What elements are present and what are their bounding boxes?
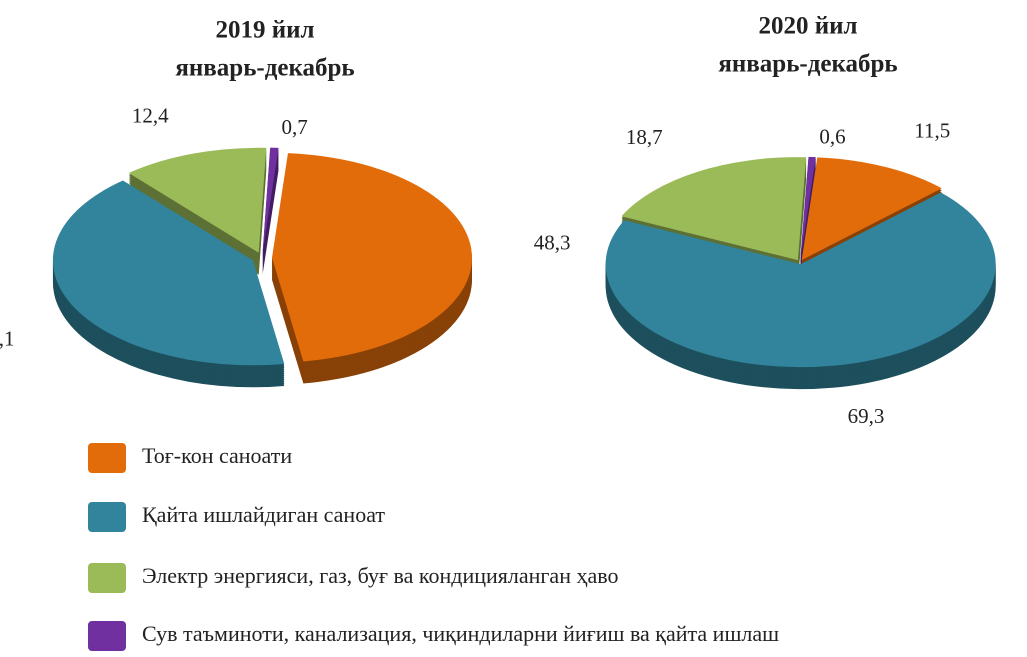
- data-label: 69,3: [848, 404, 885, 428]
- pie-slice: [605, 192, 996, 368]
- legend-swatch: [88, 502, 126, 532]
- pie-slice-side: [262, 163, 279, 269]
- chart-title: 2020 йил: [758, 13, 857, 40]
- data-label: 48,3: [534, 230, 571, 254]
- pie-slice-side: [800, 160, 816, 264]
- legend-label: Тоғ-кон саноати: [142, 443, 292, 468]
- chart-subtitle: январь-декабрь: [175, 55, 354, 82]
- data-label: 11,5: [914, 119, 950, 143]
- legend-label: Қайта ишлайдиган саноат: [142, 502, 385, 527]
- legend-swatch: [88, 621, 126, 651]
- chart-title: 2019 йил: [215, 17, 314, 44]
- legend-label: Сув таъминоти, канализация, чиқиндиларни…: [142, 621, 779, 646]
- pie-slice: [128, 147, 267, 253]
- pie-slice-side: [262, 159, 279, 265]
- pie-slice-side: [262, 161, 279, 267]
- pie-slice: [52, 180, 285, 366]
- pie-slice-side: [800, 162, 816, 266]
- pie-slice-side: [262, 155, 279, 261]
- pie-slice: [262, 147, 279, 253]
- pie-slice-side: [262, 165, 279, 271]
- pie-slice: [271, 153, 472, 362]
- data-label: 0,7: [282, 115, 308, 139]
- legend-swatch: [88, 563, 126, 593]
- pie-slice-side: [262, 151, 279, 257]
- data-label: 43,1: [0, 326, 15, 350]
- pie-slice-side: [800, 164, 816, 268]
- chart-subtitle: январь-декабрь: [718, 51, 897, 78]
- legend-label: Электр энергияси, газ, буғ ва кондицияла…: [142, 563, 618, 588]
- legend-swatch: [88, 443, 126, 473]
- pie-slice: [621, 157, 807, 261]
- pie-slice: [800, 156, 816, 260]
- data-label: 0,6: [819, 125, 845, 149]
- data-label: 18,7: [626, 125, 663, 149]
- pie-slice: [801, 157, 942, 261]
- pie-slice-side: [262, 153, 279, 259]
- pie-slice-side: [262, 167, 279, 273]
- pie-slice-side: [262, 169, 279, 275]
- pie-slice-side: [262, 149, 279, 255]
- pie-slice-side: [800, 158, 816, 262]
- pie-slice-side: [262, 157, 279, 263]
- data-label: 12,4: [132, 104, 169, 128]
